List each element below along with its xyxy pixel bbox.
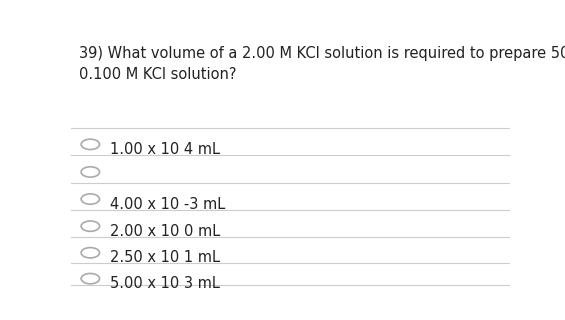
Text: 2.50 x 10 1 mL: 2.50 x 10 1 mL bbox=[110, 250, 220, 265]
Text: 5.00 x 10 3 mL: 5.00 x 10 3 mL bbox=[110, 276, 220, 291]
Text: 39) What volume of a 2.00 M KCl solution is required to prepare 500 mL of a
0.10: 39) What volume of a 2.00 M KCl solution… bbox=[79, 46, 565, 82]
Text: 1.00 x 10 4 mL: 1.00 x 10 4 mL bbox=[110, 142, 220, 157]
Text: 2.00 x 10 0 mL: 2.00 x 10 0 mL bbox=[110, 224, 220, 239]
Text: 4.00 x 10 -3 mL: 4.00 x 10 -3 mL bbox=[110, 196, 225, 212]
